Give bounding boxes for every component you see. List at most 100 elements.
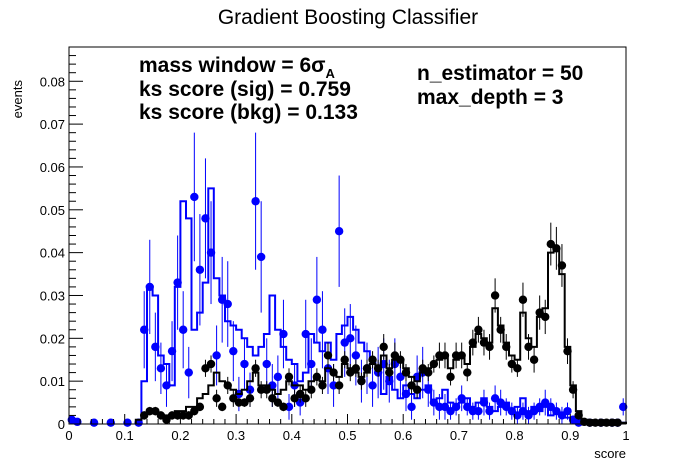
data-point xyxy=(106,418,115,427)
data-point xyxy=(329,368,338,377)
x-tick-label: 1 xyxy=(622,428,629,443)
x-tick-label: 0.5 xyxy=(338,428,356,443)
data-point xyxy=(184,368,193,377)
x-tick-label: 0.6 xyxy=(394,428,412,443)
data-point xyxy=(407,402,416,412)
data-point xyxy=(256,252,266,262)
data-point xyxy=(229,346,238,356)
data-point xyxy=(485,342,494,352)
data-point xyxy=(178,325,188,334)
data-point xyxy=(201,214,210,223)
data-point xyxy=(574,411,583,420)
data-point xyxy=(151,342,160,352)
data-point xyxy=(212,351,221,360)
data-point xyxy=(502,342,511,352)
data-point xyxy=(424,368,433,377)
x-tick-label: 0.3 xyxy=(227,428,245,443)
data-point xyxy=(490,291,500,300)
data-point xyxy=(373,364,383,373)
data-point xyxy=(223,381,232,390)
data-point xyxy=(485,406,494,416)
x-tick-label: 0.1 xyxy=(116,428,134,443)
data-point xyxy=(318,325,327,334)
data-point xyxy=(563,346,572,356)
x-tick-label: 0 xyxy=(65,428,72,443)
data-point xyxy=(251,364,260,373)
data-point xyxy=(451,402,461,412)
y-tick-label: 0.08 xyxy=(40,74,65,89)
data-point xyxy=(334,227,344,236)
x-tick-label: 0.7 xyxy=(450,428,468,443)
annotation-mass-window: mass window = 6σA xyxy=(139,54,336,81)
data-point xyxy=(251,197,260,206)
data-point xyxy=(307,359,316,369)
data-point xyxy=(301,329,310,339)
data-point xyxy=(223,299,232,309)
data-point xyxy=(362,364,372,373)
data-point xyxy=(619,402,628,412)
y-tick-label: 0.04 xyxy=(40,246,65,261)
data-point xyxy=(368,355,377,364)
data-point xyxy=(529,355,539,364)
annotation-mass-window-main: mass window = 6σ xyxy=(139,54,326,77)
data-point xyxy=(206,248,216,257)
data-point xyxy=(206,359,216,369)
data-point xyxy=(340,355,349,364)
data-point xyxy=(468,338,478,347)
annotation-ks-sig: ks score (sig) = 0.759 xyxy=(139,78,351,101)
data-point xyxy=(279,402,288,412)
data-point xyxy=(123,418,132,427)
data-point xyxy=(351,364,361,373)
data-point xyxy=(368,381,377,390)
y-tick-label: 0.02 xyxy=(40,331,65,346)
data-point xyxy=(496,325,505,334)
data-point xyxy=(613,418,622,427)
x-axis-label: score xyxy=(594,446,626,461)
data-point xyxy=(357,376,366,386)
y-tick-label: 0.03 xyxy=(40,288,65,303)
data-point xyxy=(474,325,483,334)
plot-area xyxy=(67,132,628,427)
data-point xyxy=(446,372,455,382)
x-tick-label: 0.2 xyxy=(171,428,189,443)
data-point xyxy=(312,372,322,382)
annotation-n-estimator: n_estimator = 50 xyxy=(417,62,583,85)
data-point xyxy=(513,364,522,373)
y-tick-label: 0.05 xyxy=(40,203,65,218)
y-axis-ticks: 0 0.01 0.02 0.03 0.04 0.05 0.06 0.07 0.08 xyxy=(40,46,83,432)
data-point xyxy=(334,381,344,390)
data-point xyxy=(156,364,166,373)
data-point xyxy=(541,312,550,322)
data-point xyxy=(190,192,199,202)
data-point xyxy=(284,372,294,382)
data-point xyxy=(262,359,271,369)
data-point xyxy=(240,359,249,369)
data-point xyxy=(518,295,528,304)
data-point xyxy=(479,398,489,407)
annotation-ks-bkg: ks score (bkg) = 0.133 xyxy=(139,101,358,124)
data-point xyxy=(167,346,177,356)
data-point xyxy=(301,394,310,403)
data-point xyxy=(279,329,288,339)
data-point xyxy=(307,385,316,394)
x-tick-label: 0.9 xyxy=(561,428,579,443)
plot-frame xyxy=(68,46,627,425)
data-point xyxy=(429,359,439,369)
annotation-max-depth: max_depth = 3 xyxy=(417,86,563,109)
data-point xyxy=(557,261,567,270)
data-point xyxy=(145,282,154,292)
data-point xyxy=(273,372,283,382)
data-point xyxy=(412,385,422,394)
data-point xyxy=(212,394,221,403)
y-axis-label: events xyxy=(10,80,25,119)
data-point xyxy=(552,244,561,253)
data-point xyxy=(457,394,466,403)
data-point xyxy=(457,351,466,360)
data-point xyxy=(139,325,149,334)
y-tick-label: 0.01 xyxy=(40,374,65,389)
y-tick-label: 0.06 xyxy=(40,160,65,175)
data-point xyxy=(346,334,355,343)
data-point xyxy=(312,295,322,304)
data-point xyxy=(568,385,578,394)
